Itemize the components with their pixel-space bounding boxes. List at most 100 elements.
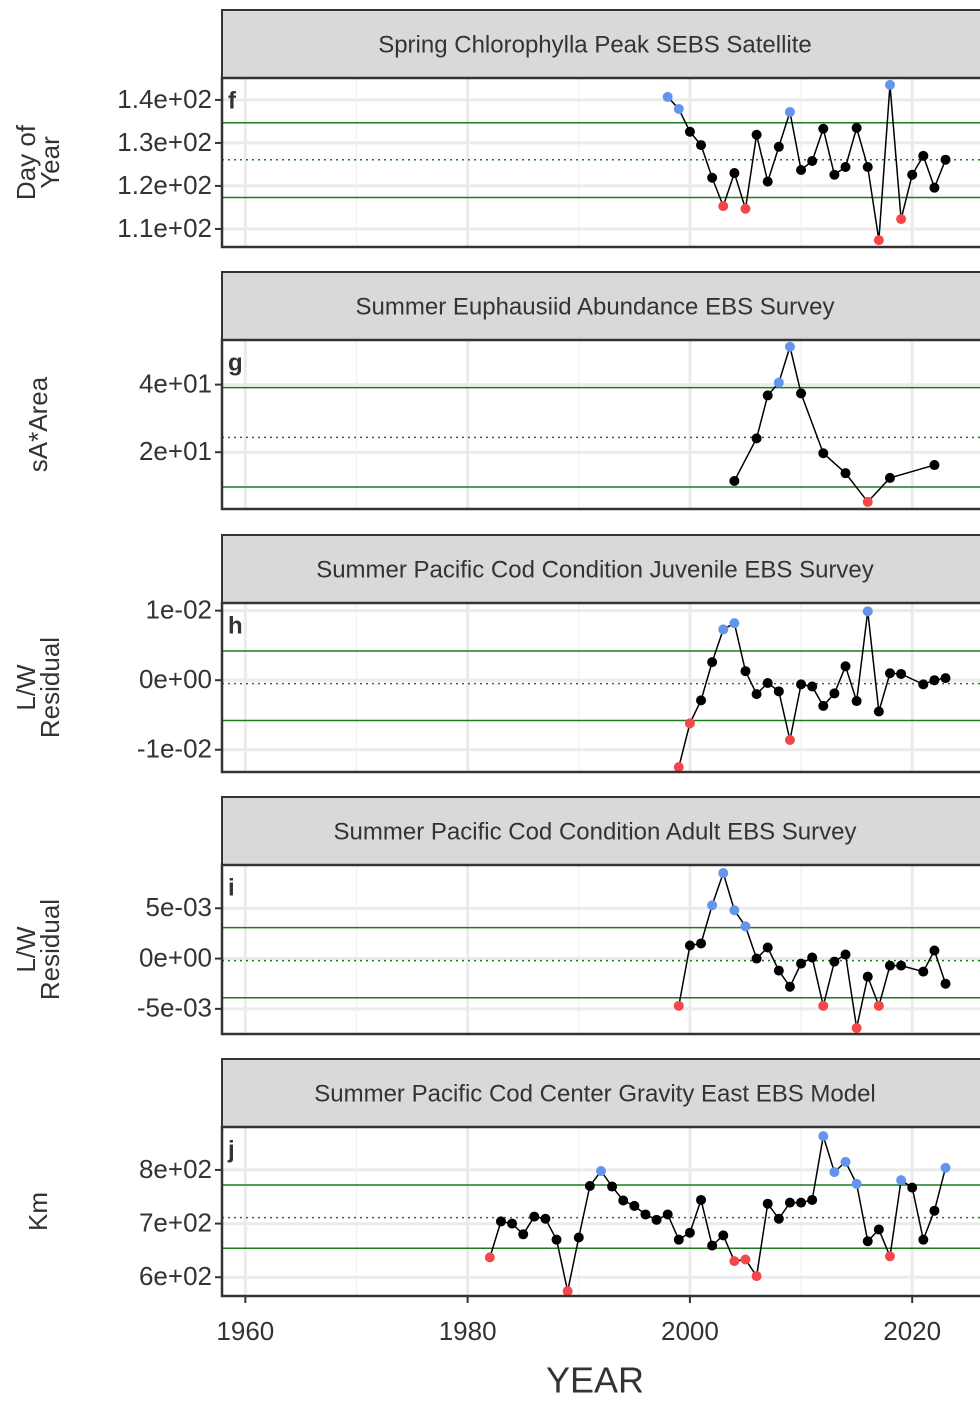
panel-label: g <box>228 349 243 376</box>
data-point <box>829 688 840 699</box>
data-point <box>584 1181 595 1192</box>
y-tick-label: 2e+01 <box>139 436 212 466</box>
data-point <box>507 1218 518 1229</box>
data-point <box>718 201 729 212</box>
data-point <box>940 978 951 989</box>
panel-border <box>220 1125 980 1298</box>
y-tick-label: 0e+00 <box>139 942 212 972</box>
panel-title: Summer Pacific Cod Center Gravity East E… <box>314 1080 876 1107</box>
data-point <box>829 1167 840 1178</box>
data-point <box>918 966 929 977</box>
data-point <box>662 91 673 102</box>
data-point <box>773 1213 784 1224</box>
data-point <box>629 1200 640 1211</box>
data-point <box>796 1197 807 1208</box>
strip <box>221 9 980 79</box>
data-point <box>884 1251 895 1262</box>
panel-title: Summer Euphausiid Abundance EBS Survey <box>356 293 835 320</box>
data-point <box>873 706 884 717</box>
data-point <box>940 1162 951 1173</box>
data-point <box>862 496 873 507</box>
data-point <box>884 79 895 90</box>
data-point <box>751 1271 762 1282</box>
data-point <box>762 390 773 401</box>
data-point <box>829 956 840 967</box>
data-point <box>740 1254 751 1265</box>
data-point <box>607 1181 618 1192</box>
data-point <box>918 150 929 161</box>
data-point <box>862 606 873 617</box>
data-point <box>718 624 729 635</box>
data-point <box>696 1194 707 1205</box>
x-axis-label: YEAR <box>546 1360 644 1401</box>
data-point <box>784 981 795 992</box>
panel-border <box>220 76 980 249</box>
data-point <box>729 475 740 486</box>
panel-title: Spring Chlorophylla Peak SEBS Satellite <box>378 31 812 58</box>
data-point <box>907 169 918 180</box>
data-point <box>784 1197 795 1208</box>
data-point <box>929 460 940 471</box>
data-point <box>773 965 784 976</box>
data-point <box>596 1165 606 1176</box>
data-point <box>729 1256 740 1267</box>
data-point <box>740 203 751 214</box>
y-tick-label: 1.4e+02 <box>117 84 212 114</box>
data-point <box>562 1286 573 1297</box>
data-point <box>896 214 907 225</box>
data-point <box>818 123 829 134</box>
data-point <box>529 1211 540 1222</box>
data-point <box>796 958 807 969</box>
y-tick-label: 1.2e+02 <box>117 170 212 200</box>
y-axis-label: L/W <box>11 664 41 711</box>
panel-label: h <box>228 612 243 639</box>
x-tick-label: 2000 <box>661 1316 719 1346</box>
data-point <box>729 905 740 916</box>
data-point <box>773 686 784 697</box>
data-point <box>873 1224 884 1235</box>
data-point <box>851 1022 862 1033</box>
data-point <box>751 953 762 964</box>
data-point <box>818 1131 829 1142</box>
data-point <box>784 106 795 117</box>
panel-title: Summer Pacific Cod Condition Adult EBS S… <box>334 818 857 845</box>
y-tick-label: 0e+00 <box>139 664 212 694</box>
data-point <box>929 945 940 956</box>
data-point <box>718 868 729 879</box>
data-point <box>773 377 784 388</box>
data-point <box>929 675 940 686</box>
y-tick-label: -5e-03 <box>137 993 212 1023</box>
x-tick-label: 1980 <box>439 1316 497 1346</box>
data-point <box>940 154 951 165</box>
data-point <box>896 668 907 679</box>
data-point <box>807 681 818 692</box>
data-point <box>573 1232 584 1243</box>
panel-border <box>220 863 980 1036</box>
data-point <box>673 762 684 773</box>
y-axis-label: L/W <box>11 926 41 973</box>
panel-border <box>220 601 980 774</box>
data-point <box>807 1194 818 1205</box>
data-point <box>840 162 851 173</box>
y-tick-label: 1.1e+02 <box>117 213 212 243</box>
data-point <box>873 235 884 246</box>
strip <box>221 796 980 866</box>
data-point <box>673 1234 684 1245</box>
data-point <box>873 1000 884 1011</box>
data-point <box>696 938 707 949</box>
data-point <box>707 1240 718 1251</box>
data-point <box>518 1229 529 1240</box>
data-point <box>484 1252 495 1263</box>
data-point <box>751 689 762 700</box>
y-tick-label: -1e-02 <box>137 734 212 764</box>
data-point <box>840 949 851 960</box>
data-point <box>751 433 762 444</box>
panel-label: i <box>228 874 235 901</box>
y-axis-label: Residual <box>35 637 65 738</box>
data-point <box>818 1000 829 1011</box>
data-point <box>696 140 707 151</box>
panel-title: Summer Pacific Cod Condition Juvenile EB… <box>316 556 874 583</box>
data-point <box>818 448 829 459</box>
